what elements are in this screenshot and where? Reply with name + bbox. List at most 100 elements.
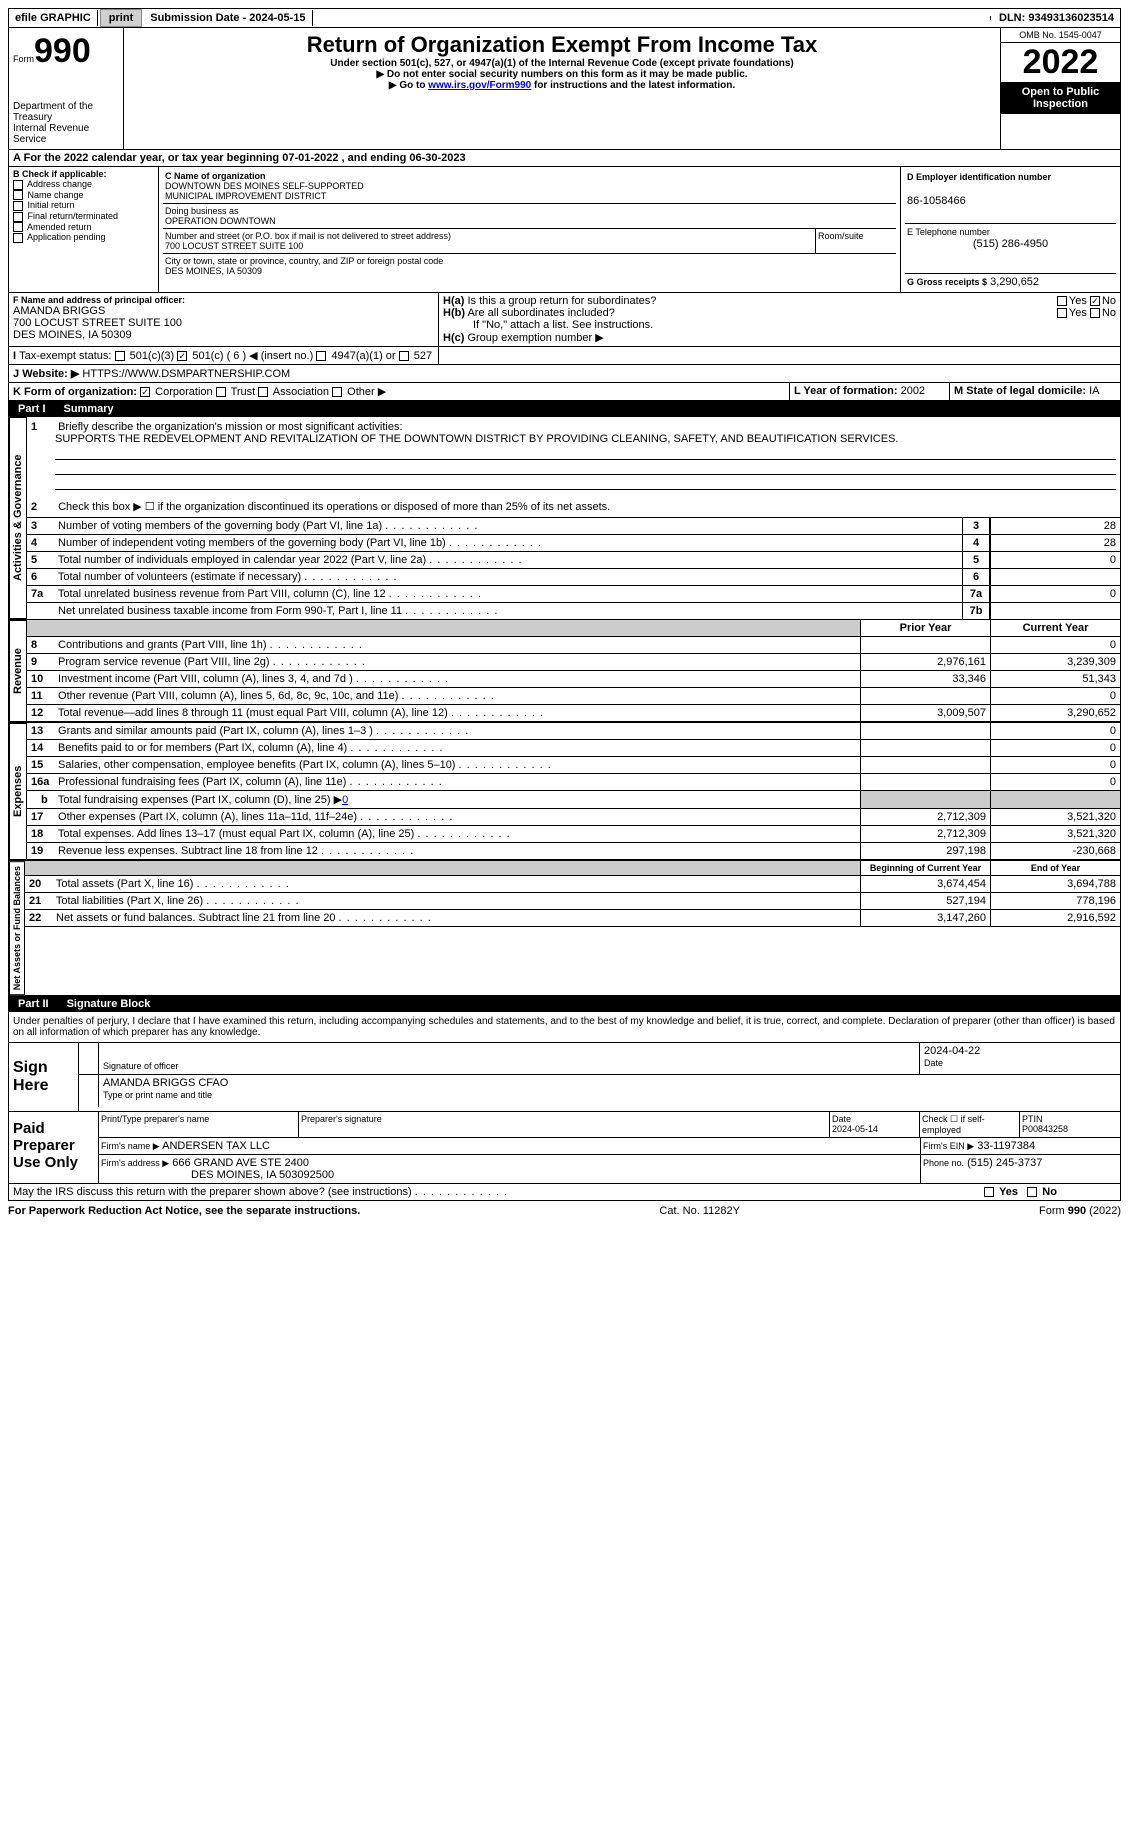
ha-no-checkbox[interactable] [1090,296,1100,306]
cat-no: Cat. No. 11282Y [659,1205,740,1217]
form-id-block: Form990 Department of the Treasury Inter… [9,28,124,149]
501c3-checkbox[interactable] [115,351,125,361]
data-row: 17 Other expenses (Part IX, column (A), … [27,809,1120,826]
part-1-header: Part I Summary [8,401,1121,417]
box-b: B Check if applicable: Address change Na… [9,167,159,292]
discuss-yes-checkbox[interactable] [984,1187,994,1197]
data-row: 13 Grants and similar amounts paid (Part… [27,723,1120,740]
box-b-item[interactable]: Application pending [13,232,154,243]
room-label: Room/suite [816,229,896,253]
box-b-item[interactable]: Initial return [13,200,154,211]
summary-line: Net unrelated business taxable income fr… [27,602,1120,619]
omb-number: OMB No. 1545-0047 [1001,28,1120,43]
officer-name: AMANDA BRIGGS [13,305,434,317]
dept-irs: Internal Revenue Service [13,123,119,145]
dln: DLN: 93493136023514 [993,10,1120,26]
year-formation: 2002 [901,385,925,397]
trust-checkbox[interactable] [216,387,226,397]
part-1-title: Summary [58,403,114,415]
end-year-header: End of Year [990,861,1120,875]
subtitle-2: ▶ Do not enter social security numbers o… [128,69,996,80]
line-b-desc: Total fundraising expenses (Part IX, col… [58,794,342,806]
prep-check-label: Check ☐ if self-employed [920,1112,1020,1137]
summary-line: 7a Total unrelated business revenue from… [27,585,1120,602]
4947-checkbox[interactable] [316,351,326,361]
paperwork-notice: For Paperwork Reduction Act Notice, see … [8,1205,360,1217]
dba: OPERATION DOWNTOWN [165,216,276,226]
revenue-label: Revenue [9,620,27,722]
dept-treasury: Department of the Treasury [13,101,119,123]
street-label: Number and street (or P.O. box if mail i… [165,231,451,241]
box-d-e-g: D Employer identification number 86-1058… [900,167,1120,292]
box-b-item[interactable]: Address change [13,179,154,190]
net-assets-section: Net Assets or Fund Balances Beginning of… [8,861,1121,996]
title-block: Return of Organization Exempt From Incom… [124,28,1000,149]
q2-text: Check this box ▶ ☐ if the organization d… [58,501,610,513]
part-2-header: Part II Signature Block [8,996,1121,1012]
form-prefix: Form [13,54,34,64]
data-row: 15 Salaries, other compensation, employe… [27,757,1120,774]
line-b-value[interactable]: 0 [342,794,348,806]
data-row: 18 Total expenses. Add lines 13–17 (must… [27,826,1120,843]
ha-yes-checkbox[interactable] [1057,296,1067,306]
box-b-item[interactable]: Amended return [13,222,154,233]
data-row: 12 Total revenue—add lines 8 through 11 … [27,705,1120,722]
subtitle-1: Under section 501(c), 527, or 4947(a)(1)… [128,58,996,69]
527-checkbox[interactable] [399,351,409,361]
line-a: A For the 2022 calendar year, or tax yea… [8,150,1121,167]
firm-ein-label: Firm's EIN ▶ [923,1141,974,1151]
year-block: OMB No. 1545-0047 2022 Open to Public In… [1000,28,1120,149]
h-c: Group exemption number ▶ [467,332,603,344]
hb-no-checkbox[interactable] [1090,308,1100,318]
501c-checkbox[interactable] [177,351,187,361]
org-name-2: MUNICIPAL IMPROVEMENT DISTRICT [165,191,326,201]
box-b-item[interactable]: Name change [13,190,154,201]
form-org-label: K Form of organization: [13,386,137,398]
corp-checkbox[interactable] [140,387,150,397]
year-formation-label: L Year of formation: [794,385,898,397]
discuss-text: May the IRS discuss this return with the… [13,1186,412,1198]
discuss-no-checkbox[interactable] [1027,1187,1037,1197]
firm-addr-label: Firm's address ▶ [101,1158,169,1168]
irs-link[interactable]: www.irs.gov/Form990 [428,80,531,91]
data-row: 14 Benefits paid to or for members (Part… [27,740,1120,757]
line-b-prior-shade [860,791,990,808]
data-row: 22 Net assets or fund balances. Subtract… [25,910,1120,927]
typed-label: Type or print name and title [103,1090,212,1100]
preparer-label: Paid Preparer Use Only [9,1112,99,1183]
mission-text: SUPPORTS THE REDEVELOPMENT AND REVITALIZ… [31,433,898,445]
discuss-line: May the IRS discuss this return with the… [8,1184,1121,1201]
efile-label: efile GRAPHIC [9,10,98,26]
officer-addr1: 700 LOCUST STREET SUITE 100 [13,317,434,329]
preparer-sig-label: Preparer's signature [299,1112,830,1137]
preparer-print-label: Print/Type preparer's name [99,1112,299,1137]
form-footer: Form 990 (2022) [1039,1205,1121,1217]
sig-date: 2024-04-22Date [920,1043,1120,1074]
box-b-item[interactable]: Final return/terminated [13,211,154,222]
activities-label: Activities & Governance [9,417,27,619]
box-c-name-label: C Name of organization [165,171,266,181]
website-url: HTTPS://WWW.DSMPARTNERSHIP.COM [82,368,290,380]
officer-label: F Name and address of principal officer: [13,295,434,305]
box-b-label: B Check if applicable: [13,169,154,179]
header-boxes: B Check if applicable: Address change Na… [8,167,1121,293]
print-button[interactable]: print [100,9,142,27]
penalties-statement: Under penalties of perjury, I declare th… [8,1012,1121,1043]
sign-here-block: Sign Here Signature of officer 2024-04-2… [8,1043,1121,1112]
gross-label: G Gross receipts $ [907,277,987,287]
state-domicile: IA [1089,385,1099,397]
paid-preparer-block: Paid Preparer Use Only Print/Type prepar… [8,1112,1121,1184]
part-2-label: Part II [14,998,61,1010]
assoc-checkbox[interactable] [258,387,268,397]
officer-addr2: DES MOINES, IA 50309 [13,329,434,341]
hb-yes-checkbox[interactable] [1057,308,1067,318]
form-number: 990 [34,32,91,70]
website-label: Website: ▶ [22,368,79,380]
city-label: City or town, state or province, country… [165,256,443,266]
other-checkbox[interactable] [332,387,342,397]
data-row: 8 Contributions and grants (Part VIII, l… [27,637,1120,654]
box-f: F Name and address of principal officer:… [9,293,439,346]
page-footer: For Paperwork Reduction Act Notice, see … [8,1205,1121,1217]
ptin: P00843258 [1022,1124,1068,1134]
street: 700 LOCUST STREET SUITE 100 [165,241,303,251]
